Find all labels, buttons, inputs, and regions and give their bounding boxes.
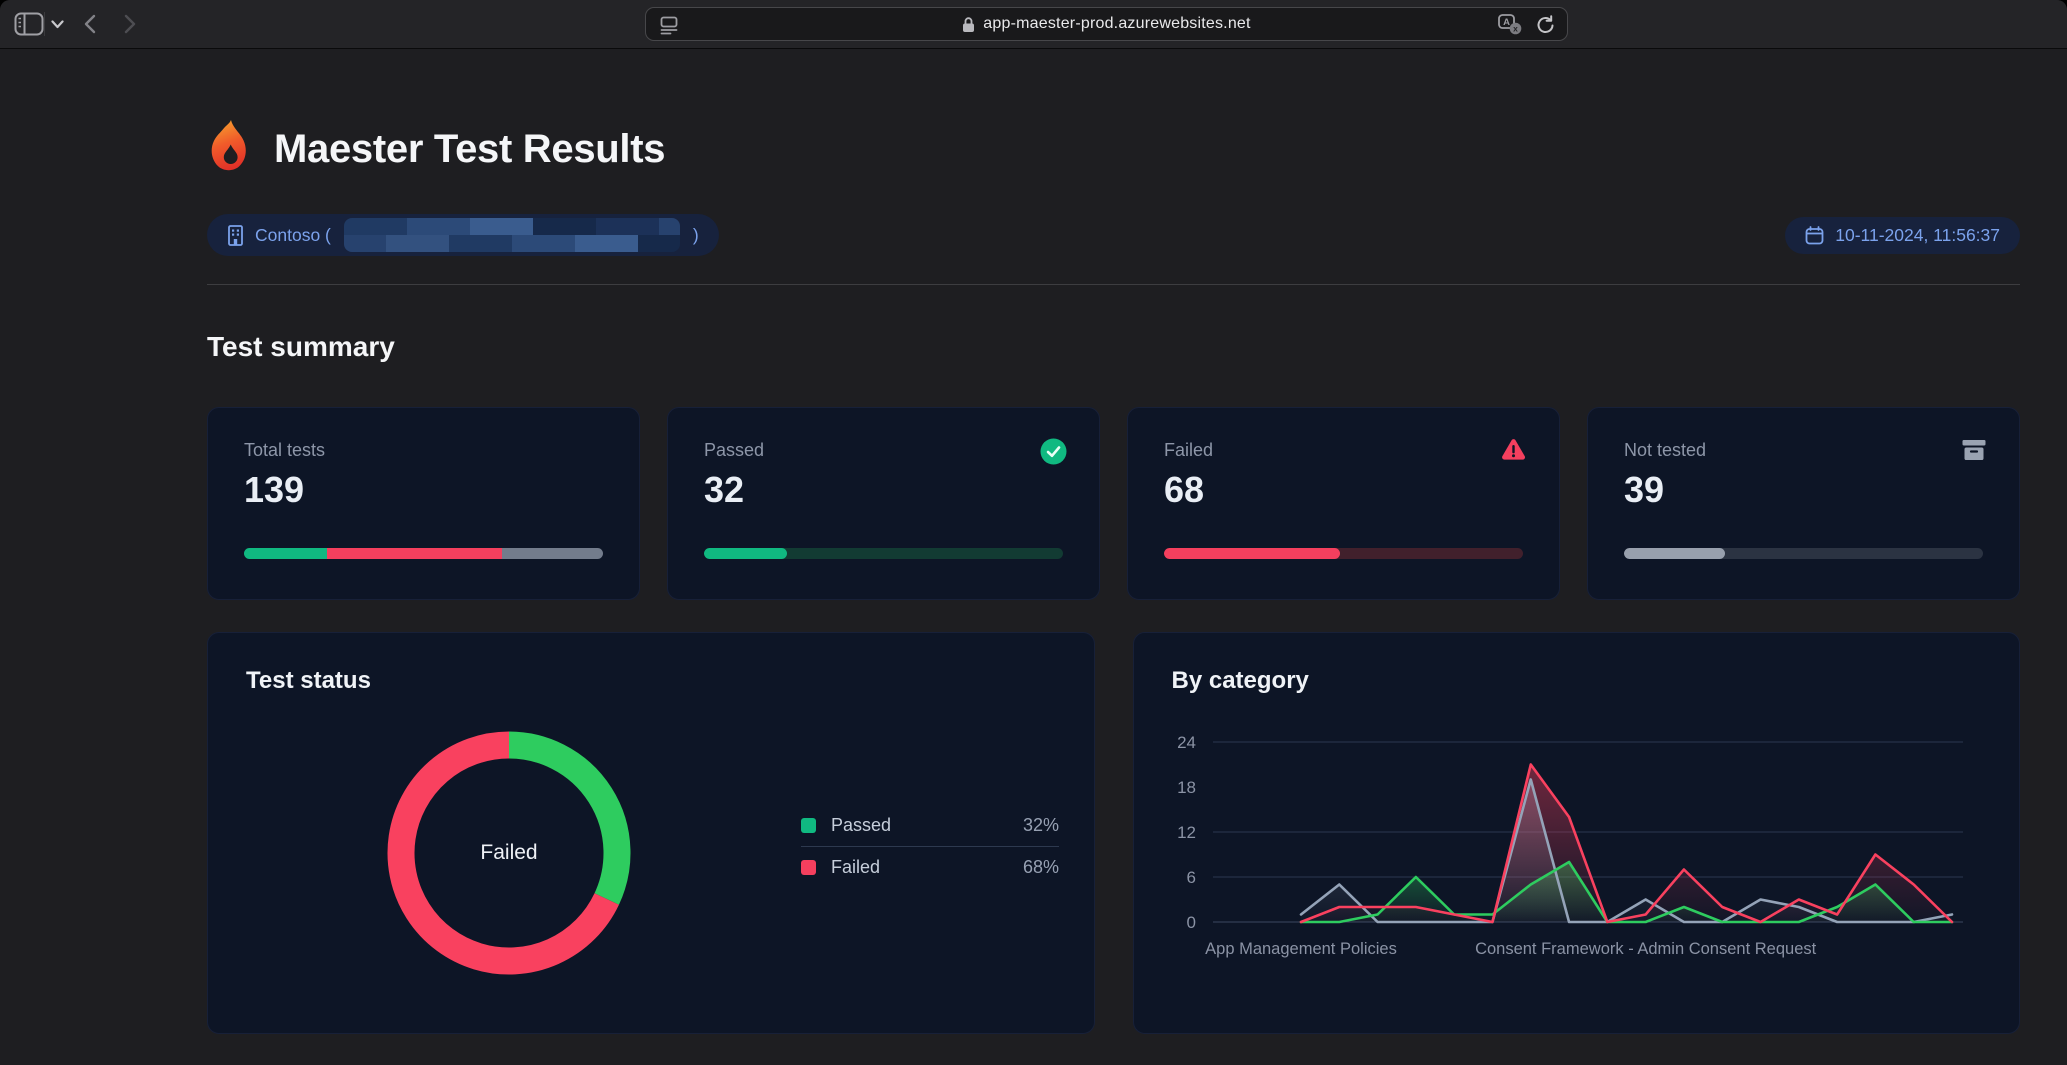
chart-row: Test status Failed Passed 32% Failed 68% By… [207,632,2020,1034]
by-category-card: By category 0 6 12 18 24 App Management Polic… [1132,632,2020,1034]
forward-button[interactable] [122,13,138,35]
stat-progress-failed [1164,548,1523,559]
legend-swatch [801,860,816,875]
tenant-id-redacted [343,218,680,252]
category-chart: 0 6 12 18 24 App Management Policies Consent F… [1177,733,1963,958]
chevron-down-icon [50,19,64,28]
url-display: app-maester-prod.azurewebsites.net [646,8,1567,40]
address-bar[interactable]: app-maester-prod.azurewebsites.net A x [645,7,1568,41]
stat-card-failed: Failed 68 [1127,407,1560,600]
lock-icon [963,16,975,32]
tenant-badge: Contoso () [207,214,719,256]
sidebar-menu-button[interactable] [50,19,64,29]
sidebar-toggle-button[interactable] [13,11,45,38]
svg-text:0: 0 [1186,913,1195,932]
reload-button[interactable] [1536,14,1555,40]
stat-value: 68 [1164,469,1205,510]
forward-icon [124,14,136,34]
page-settings-button[interactable] [659,15,679,40]
translate-button[interactable]: A x [1498,14,1522,40]
warning-triangle-icon [1500,438,1527,468]
stat-value: 139 [244,469,305,510]
flame-icon [211,120,246,171]
status-donut-chart: Failed [379,723,639,983]
browser-toolbar: app-maester-prod.azurewebsites.net A x [0,0,2067,49]
reload-icon [1537,14,1554,33]
meta-row: Contoso () 10-11-2024, 11:56:37 [207,214,2020,256]
legend-label: Failed [831,857,881,877]
test-status-card: Test status Failed Passed 32% Failed 68% [207,632,1095,1034]
header-divider [207,284,2020,285]
calendar-icon [1805,225,1824,244]
legend-divider [801,846,1059,847]
stat-progress-not-tested [1624,548,1983,559]
legend-label: Passed [831,815,892,835]
stat-progress-passed [704,548,1063,559]
timestamp-text: 10-11-2024, 11:56:37 [1835,224,2000,245]
tenant-close-paren: ) [692,224,699,245]
svg-text:x: x [1513,24,1518,34]
svg-text:App Management Policies: App Management Policies [1205,940,1397,958]
page-title: Maester Test Results [274,127,666,171]
page-content: Maester Test Results Contoso () [0,49,2067,1065]
svg-text:6: 6 [1186,868,1195,887]
donut-center-label: Failed [480,841,538,864]
stat-label: Not tested [1624,440,1707,460]
address-bar-actions: A x [1498,14,1555,40]
summary-cards: Total tests 139 Passed 32 [207,407,2020,600]
back-icon [84,14,96,34]
stat-label: Total tests [244,440,326,460]
building-icon [228,224,243,246]
legend-swatch [801,818,816,833]
tenant-name: Contoso ( [255,224,331,245]
url-text: app-maester-prod.azurewebsites.net [983,15,1251,32]
test-status-heading: Test status [246,667,371,694]
translate-icon: A x [1498,14,1522,35]
section-heading-test-summary: Test summary [207,331,395,362]
archive-box-icon [1961,438,1987,467]
legend-row: Passed 32% [801,805,1059,846]
toolbar-divider [44,12,45,36]
stat-card-passed: Passed 32 [667,407,1100,600]
sidebar-toggle-icon [14,12,44,36]
by-category-heading: By category [1171,667,1309,694]
svg-text:A: A [1503,17,1510,28]
legend-row: Failed 68% [801,847,1059,888]
reader-icon [660,16,678,35]
back-button[interactable] [82,13,98,35]
svg-text:18: 18 [1177,778,1196,797]
stat-value: 32 [704,469,745,510]
svg-text:Consent Framework - Admin Cons: Consent Framework - Admin Consent Reques… [1475,940,1817,958]
stat-card-not-tested: Not tested 39 [1587,407,2020,600]
status-legend: Passed 32% Failed 68% [801,805,1059,888]
legend-percent: 32% [1022,815,1059,835]
stat-label: Failed [1164,440,1214,460]
legend-percent: 68% [1022,857,1059,877]
svg-text:24: 24 [1177,733,1196,752]
svg-text:12: 12 [1177,823,1196,842]
stat-label: Passed [704,440,765,460]
report-header: Maester Test Results [207,119,2020,180]
timestamp-badge: 10-11-2024, 11:56:37 [1785,216,2020,254]
stat-value: 39 [1624,469,1665,510]
check-circle-icon [1040,438,1067,470]
stat-card-total: Total tests 139 [207,407,640,600]
stat-progress-total [244,548,603,559]
donut-svg [387,731,631,975]
